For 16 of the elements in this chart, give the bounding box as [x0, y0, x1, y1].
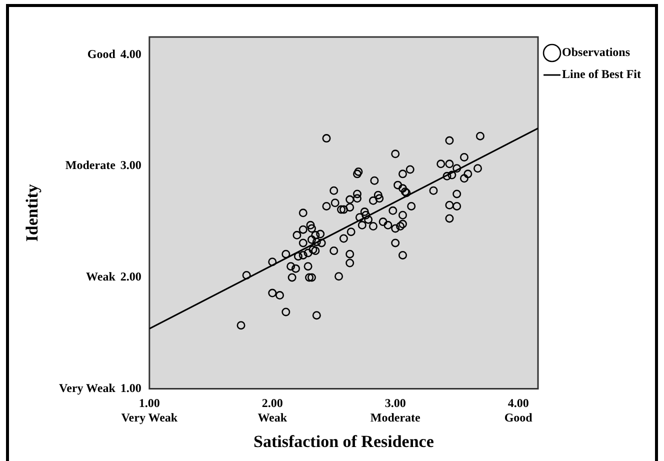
legend-label: Observations [562, 45, 630, 60]
y-tick-label: 1.00 [120, 380, 142, 395]
text: Weak [86, 270, 116, 284]
y-tick-label: 2.00 [120, 270, 142, 284]
text: Moderate [65, 158, 116, 172]
x-tick-label: 2.00 Weak [258, 396, 288, 424]
text: Good [87, 46, 116, 61]
x-tick-label: 3.00 Moderate [370, 396, 422, 424]
x-tick-label: 4.00 Good [504, 396, 533, 424]
x-tick-label: 1.00 Very Weak [121, 396, 178, 424]
y-tick-label: 4.00 [120, 46, 142, 61]
x-axis-title: Satisfaction of Residence [254, 432, 434, 452]
legend-label: Line of Best Fit [562, 67, 642, 82]
text: Very Weak [59, 380, 116, 395]
y-tick-label: 3.00 [120, 158, 142, 172]
y-axis-title: Identity [22, 184, 42, 242]
